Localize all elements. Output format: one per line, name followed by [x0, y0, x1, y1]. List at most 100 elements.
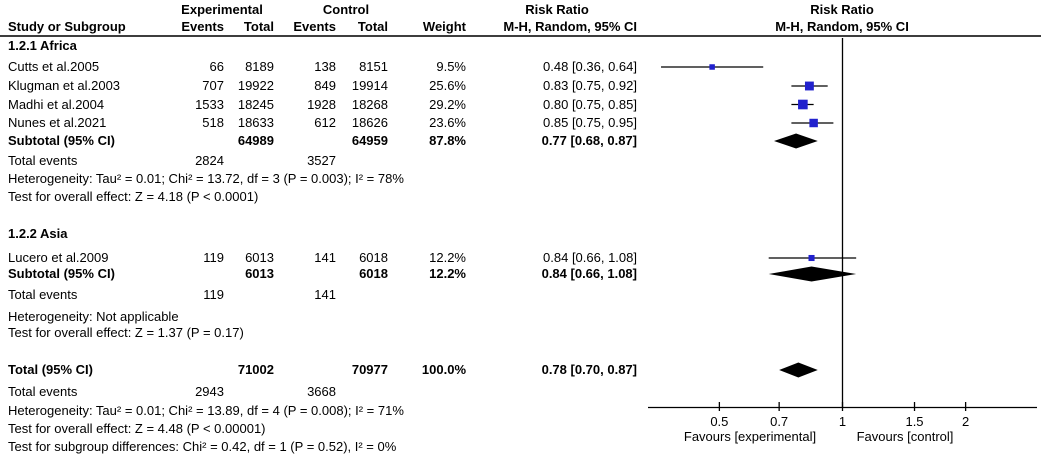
control-total-cell: 18626 [351, 115, 388, 130]
experimental-total-cell: 18245 [237, 96, 274, 112]
total-events-row: Total events 119 141 [0, 286, 1052, 304]
experimental-total-cell: 64989 [237, 133, 274, 148]
row-label: Subtotal (95% CI) [8, 133, 115, 148]
risk-ratio-ci-cell: 0.84 [0.66, 1.08] [543, 250, 637, 265]
risk-ratio-column-header: Risk Ratio [525, 2, 589, 17]
risk-ratio-ci-cell: 0.84 [0.66, 1.08] [541, 266, 637, 281]
note-text: Test for overall effect: Z = 4.18 (P < 0… [8, 189, 259, 204]
study-label: Cutts et al.2005 [8, 59, 100, 74]
experimental-events-cell: 119 [203, 250, 224, 265]
experimental-total-cell: 6013 [245, 250, 274, 265]
row-label: Total (95% CI) [8, 362, 93, 377]
control-total-cell: 18268 [351, 96, 388, 112]
experimental-events-cell: 2824 [195, 153, 224, 168]
control-events-cell: 612 [314, 115, 336, 130]
note-row: Heterogeneity: Tau² = 0.01; Chi² = 13.89… [0, 402, 1052, 420]
control-events-cell: 849 [314, 78, 336, 93]
control-group-header: Control [322, 2, 370, 17]
risk-ratio-ci-cell: 0.48 [0.36, 0.64] [543, 59, 637, 74]
note-text: Test for overall effect: Z = 1.37 (P = 0… [8, 325, 244, 340]
total-events-row: Total events 2943 3668 [0, 383, 1052, 401]
plot-subtitle: M-H, Random, 95% CI [775, 19, 909, 34]
study-or-subgroup-header: Study or Subgroup [8, 19, 126, 34]
weight-cell: 9.5% [436, 59, 466, 74]
experimental-events-cell: 119 [203, 287, 224, 302]
note-row: Heterogeneity: Not applicable [0, 308, 1052, 326]
control-total-cell: 19914 [351, 78, 388, 93]
control-events-cell: 141 [314, 250, 336, 265]
study-label: Madhi et al.2004 [8, 96, 105, 112]
experimental-total-cell: 18633 [237, 115, 274, 130]
subgroup-header-row: 1.2.1 Africa [0, 37, 1052, 55]
plot-title: Risk Ratio [810, 2, 874, 17]
study-row: Madhi et al.2004 1533 18245 1928 18268 29.2% 0… [0, 96, 1052, 114]
row-label: Subtotal (95% CI) [8, 266, 115, 281]
row-label: 1.2.1 Africa [8, 38, 77, 53]
experimental-events-cell: 518 [202, 115, 224, 130]
risk-ratio-ci-cell: 0.78 [0.70, 0.87] [541, 362, 637, 377]
experimental-events-cell: 2943 [195, 384, 224, 399]
risk-ratio-ci-cell: 0.77 [0.68, 0.87] [541, 133, 637, 148]
weight-cell: 87.8% [429, 133, 466, 148]
study-label: Nunes et al.2021 [8, 115, 107, 130]
total-events-row: Total events 2824 3527 [0, 152, 1052, 170]
weight-cell: 23.6% [429, 115, 466, 130]
experimental-events-header: Events [181, 19, 224, 34]
note-row: Test for overall effect: Z = 4.18 (P < 0… [0, 188, 1052, 206]
study-row: Nunes et al.2021 518 18633 612 18626 23.6% 0.8… [0, 114, 1052, 132]
control-total-cell: 70977 [351, 362, 388, 377]
subtotal-row: Subtotal (95% CI) 64989 64959 87.8% 0.77 [0.… [0, 132, 1052, 150]
risk-ratio-ci-cell: 0.83 [0.75, 0.92] [543, 78, 637, 93]
experimental-total-cell: 19922 [237, 78, 274, 93]
study-label: Lucero et al.2009 [8, 250, 109, 265]
control-total-cell: 6018 [359, 266, 388, 281]
study-row: Cutts et al.2005 66 8189 138 8151 9.5% 0.48 [0… [0, 58, 1052, 76]
control-total-cell: 8151 [359, 59, 388, 74]
study-label: Klugman et al.2003 [8, 78, 121, 93]
experimental-total-header: Total [243, 19, 274, 34]
mh-random-ci-header: M-H, Random, 95% CI [503, 19, 637, 34]
note-text: Heterogeneity: Tau² = 0.01; Chi² = 13.89… [8, 403, 404, 418]
note-text: Heterogeneity: Tau² = 0.01; Chi² = 13.72… [8, 171, 404, 186]
note-row: Test for subgroup differences: Chi² = 0.… [0, 438, 1052, 456]
note-text: Test for subgroup differences: Chi² = 0.… [8, 439, 397, 454]
experimental-total-cell: 8189 [245, 59, 274, 74]
experimental-events-cell: 66 [209, 59, 224, 74]
control-total-header: Total [357, 19, 388, 34]
subtotal-row: Subtotal (95% CI) 6013 6018 12.2% 0.84 [0.66… [0, 265, 1052, 283]
control-events-cell: 1928 [307, 96, 336, 112]
control-total-cell: 6018 [359, 250, 388, 265]
control-events-cell: 141 [314, 287, 336, 302]
control-events-header: Events [293, 19, 336, 34]
note-text: Test for overall effect: Z = 4.48 (P < 0… [8, 421, 266, 436]
row-label: Total events [8, 153, 78, 168]
weight-cell: 29.2% [429, 96, 466, 112]
control-events-cell: 138 [314, 59, 336, 74]
experimental-group-header: Experimental [181, 2, 263, 17]
experimental-total-cell: 6013 [245, 266, 274, 281]
experimental-events-cell: 1533 [195, 96, 224, 112]
experimental-total-cell: 71002 [237, 362, 274, 377]
weight-cell: 100.0% [421, 362, 466, 377]
control-total-cell: 64959 [351, 133, 388, 148]
total-row: Total (95% CI) 71002 70977 100.0% 0.78 [0.70… [0, 361, 1052, 379]
header-rule [0, 35, 1041, 37]
risk-ratio-ci-cell: 0.85 [0.75, 0.95] [543, 115, 637, 130]
weight-cell: 25.6% [429, 78, 466, 93]
weight-header: Weight [422, 19, 466, 34]
study-row: Lucero et al.2009 119 6013 141 6018 12.2% 0.84… [0, 249, 1052, 267]
row-label: Total events [8, 384, 78, 399]
study-row: Klugman et al.2003 707 19922 849 19914 25.6% 0… [0, 77, 1052, 95]
note-row: Test for overall effect: Z = 1.37 (P = 0… [0, 324, 1052, 342]
note-row: Test for overall effect: Z = 4.48 (P < 0… [0, 420, 1052, 438]
note-row: Heterogeneity: Tau² = 0.01; Chi² = 13.72… [0, 170, 1052, 188]
control-events-cell: 3668 [307, 384, 336, 399]
row-label: Total events [8, 287, 78, 302]
row-label: 1.2.2 Asia [8, 226, 68, 241]
risk-ratio-ci-cell: 0.80 [0.75, 0.85] [543, 96, 637, 112]
experimental-events-cell: 707 [202, 78, 224, 93]
subgroup-header-row: 1.2.2 Asia [0, 225, 1052, 243]
note-text: Heterogeneity: Not applicable [8, 309, 179, 324]
weight-cell: 12.2% [429, 266, 466, 281]
